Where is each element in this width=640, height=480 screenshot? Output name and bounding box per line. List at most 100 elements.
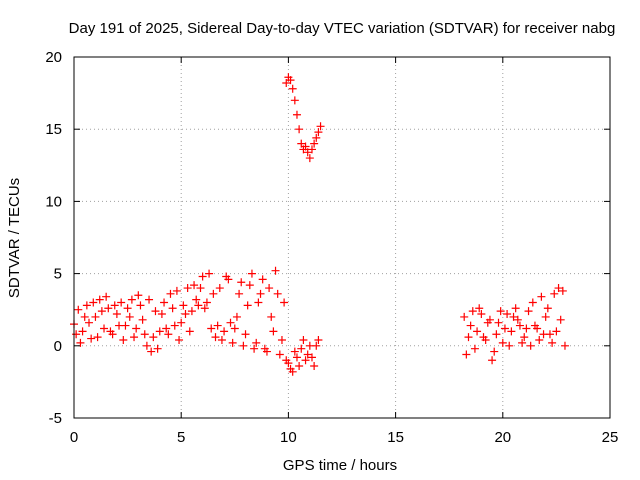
data-point [241,330,250,339]
data-point [209,289,218,298]
data-point [194,301,203,310]
data-point [149,333,158,342]
data-point [202,298,211,307]
data-point [230,324,239,333]
data-point [301,142,310,151]
data-point [155,327,164,336]
data-point [91,312,100,321]
data-point [115,321,124,330]
data-point [82,301,91,310]
data-point [198,272,207,281]
data-point [520,333,529,342]
data-point [256,289,265,298]
data-point [288,84,297,93]
data-point [211,333,220,342]
data-point [282,78,291,87]
data-point [222,272,231,281]
data-point [292,353,301,362]
data-point [522,324,531,333]
data-point [220,327,229,336]
x-tick-label: 10 [280,429,297,446]
data-point [170,321,179,330]
data-point [228,338,237,347]
data-point [297,344,306,353]
data-point [119,336,128,345]
data-point [265,284,274,293]
data-point [535,336,544,345]
x-tick-label: 20 [494,429,511,446]
data-point [72,330,81,339]
data-point [123,304,132,313]
data-point [475,304,484,313]
data-point [307,353,316,362]
data-point [166,289,175,298]
y-tick-label: 10 [45,193,62,210]
data-point [250,344,259,353]
data-point [468,307,477,316]
data-point [305,154,314,163]
data-point [226,318,235,327]
data-point [460,312,469,321]
data-point [295,362,304,371]
data-point [153,344,162,353]
data-point [162,324,171,333]
data-point [87,334,96,343]
data-point [160,298,169,307]
data-point [106,327,115,336]
data-point [537,292,546,301]
data-point [539,330,548,339]
data-point [112,310,121,319]
data-point [172,286,181,295]
data-point [164,330,173,339]
data-point [269,327,278,336]
data-point [78,327,87,336]
data-point [541,312,550,321]
data-point [513,315,522,324]
data-point [290,347,299,356]
y-tick-label: 20 [45,49,62,66]
data-point [310,139,319,148]
data-point [282,356,291,365]
y-tick-label: -5 [49,410,62,427]
data-point [247,269,256,278]
data-point [110,301,119,310]
data-point [100,324,109,333]
data-point [312,133,321,142]
data-point [314,336,323,345]
data-point [260,344,269,353]
y-axis-label: SDTVAR / TECUs [6,178,23,298]
data-point [530,321,539,330]
x-tick-label: 5 [177,429,185,446]
data-point [136,301,145,310]
data-point [492,330,501,339]
data-point [307,145,316,154]
data-point [157,310,166,319]
y-tick-label: 0 [54,338,62,355]
data-point [303,350,312,359]
data-point [185,327,194,336]
data-point [142,341,151,350]
data-point [556,315,565,324]
data-point [192,295,201,304]
data-point [498,338,507,347]
data-point [303,148,312,157]
data-point [254,298,263,307]
data-point [80,312,89,321]
data-point [93,333,102,342]
axis-ticks: 0 5 10 15 20 25 -5 0 5 10 15 20 [45,49,618,446]
data-point [271,266,280,275]
data-point [151,307,160,316]
data-point [215,284,224,293]
data-point [125,312,134,321]
data-point [466,321,475,330]
data-point [190,281,199,290]
data-point [310,362,319,371]
data-point [494,318,503,327]
data-point [181,310,190,319]
data-point [314,128,323,137]
data-point [500,324,509,333]
data-point [179,301,188,310]
data-point [117,298,126,307]
